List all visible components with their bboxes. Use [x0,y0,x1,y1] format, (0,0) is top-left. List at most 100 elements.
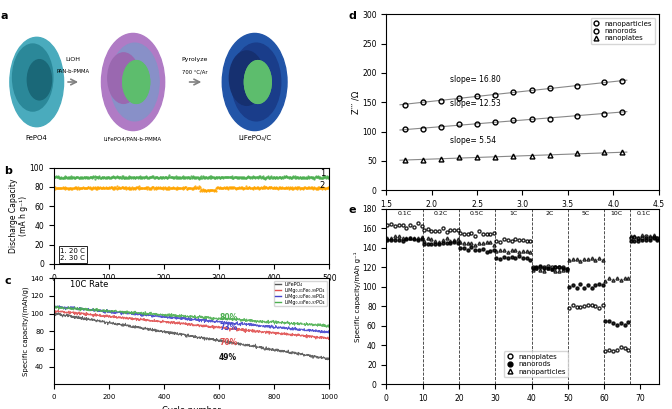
Line: nanoplates: nanoplates [386,222,659,353]
nanoparticles [601,279,610,283]
nanorods [653,237,661,242]
Text: PAN-b-PMMA: PAN-b-PMMA [56,70,89,74]
LiMg₀.₀₂Fe₀.₉₈PO₄ [171,316,179,321]
LiMg₀.₀₂Fe₀.₉₈PO₄ [161,315,169,319]
Text: 0.2C: 0.2C [433,211,448,216]
LiMg₀.₀₃Fe₀.₉₇PO₄ [325,325,333,330]
LiMg₀.₀₂Fe₀.₉₈PO₄ [55,303,63,308]
Ellipse shape [123,61,150,103]
nanoparticles [609,278,617,283]
LiMg₀.₀₁Fe₀.₉₉PO₄ [79,311,87,316]
Line: LiMg₀.₀₂Fe₀.₉₈PO₄: LiMg₀.₀₂Fe₀.₉₈PO₄ [54,306,329,333]
LiMg₀.₀₃Fe₀.₉₇PO₄ [161,312,169,317]
nanoparticles [491,92,499,97]
Line: nanorods: nanorods [386,236,659,326]
Ellipse shape [232,43,281,121]
nanoplates [605,348,613,353]
nanorods [455,122,463,127]
Text: 73%: 73% [219,324,237,333]
LiMg₀.₀₂Fe₀.₉₈PO₄ [325,331,333,336]
LiMg₀.₀₂Fe₀.₉₈PO₄ [50,305,58,310]
nanorods [573,114,581,119]
LiFePO₄ [79,314,87,319]
Line: nanoparticles: nanoparticles [386,234,659,283]
nanoplates [384,222,392,227]
Text: c: c [4,276,11,286]
nanorods [620,322,628,327]
LiMg₀.₀₃Fe₀.₉₇PO₄ [171,312,179,317]
X-axis label: Cycle Number: Cycle Number [162,288,221,297]
Text: slope= 5.54: slope= 5.54 [450,136,496,145]
LiMg₀.₀₁Fe₀.₉₉PO₄ [325,336,333,341]
nanorods [437,124,445,129]
nanoparticles [600,79,608,84]
nanorods [595,282,603,287]
nanoplates [573,151,581,156]
Ellipse shape [13,44,53,111]
nanorods [618,109,626,114]
LiMg₀.₀₁Fe₀.₉₉PO₄ [171,321,179,326]
nanoplates [600,150,608,155]
Ellipse shape [28,60,52,100]
nanoplates [419,157,427,162]
nanoplates [599,303,607,308]
Text: 0.5C: 0.5C [470,211,485,216]
nanoplates [630,235,638,240]
LiMg₀.₀₁Fe₀.₉₉PO₄ [54,308,62,312]
LiMg₀.₀₃Fe₀.₉₇PO₄ [50,305,58,310]
nanorods [528,117,536,121]
LiMg₀.₀₃Fe₀.₉₇PO₄ [54,303,62,308]
Text: 80%: 80% [219,313,237,322]
LiMg₀.₀₃Fe₀.₉₇PO₄ [325,324,333,329]
Line: LiMg₀.₀₃Fe₀.₉₇PO₄: LiMg₀.₀₃Fe₀.₉₇PO₄ [54,306,329,327]
Ellipse shape [222,34,287,130]
Ellipse shape [123,61,150,103]
nanorods [401,126,409,131]
Line: LiFePO₄: LiFePO₄ [54,312,329,360]
nanorods [473,121,481,126]
Y-axis label: Specific capacity/mAh g⁻¹: Specific capacity/mAh g⁻¹ [353,251,361,342]
nanorods [650,236,658,240]
nanorods [509,118,517,123]
Text: LiFePO4/PAN-b-PMMA: LiFePO4/PAN-b-PMMA [104,136,162,141]
LiFePO₄ [325,357,333,362]
Y-axis label: Z′′′ /Ω: Z′′′ /Ω [351,91,361,114]
nanoplates [591,304,599,309]
Text: slope= 12.53: slope= 12.53 [450,99,501,108]
LiFePO₄ [50,312,58,317]
LiMg₀.₀₂Fe₀.₉₈PO₄ [270,326,278,330]
nanoparticles [455,96,463,101]
LiFePO₄ [270,348,278,353]
LiFePO₄ [265,346,273,351]
Text: LiFePO₄/C: LiFePO₄/C [238,135,271,141]
nanoplates [509,154,517,159]
Y-axis label: Discharge Capacity
(mA h g⁻¹): Discharge Capacity (mA h g⁻¹) [9,178,28,253]
nanoplates [618,150,626,155]
LiFePO₄ [324,357,332,362]
LiMg₀.₀₃Fe₀.₉₇PO₄ [79,306,87,311]
nanoparticles [419,100,427,105]
Text: 1: 1 [320,169,325,178]
Text: 700 °C/Ar: 700 °C/Ar [182,70,208,74]
nanorods [600,111,608,116]
Text: slope= 16.80: slope= 16.80 [450,75,501,84]
Ellipse shape [245,61,271,103]
Ellipse shape [245,61,271,103]
nanoplates [406,222,414,227]
nanoparticles [599,258,607,263]
LiFePO₄ [239,342,247,346]
LiMg₀.₀₁Fe₀.₉₉PO₄ [239,328,247,333]
nanorods [599,282,607,287]
nanoparticles [473,94,481,99]
nanoparticles [653,236,661,241]
Ellipse shape [108,53,139,103]
nanoparticles [401,103,409,108]
Text: 1C: 1C [509,211,517,216]
Text: 5C: 5C [582,211,590,216]
Text: 70%: 70% [219,337,237,346]
Line: nanoparticles: nanoparticles [402,79,625,108]
Ellipse shape [110,43,159,121]
Ellipse shape [229,51,264,106]
nanorods [587,286,595,291]
nanoparticles [406,236,414,240]
